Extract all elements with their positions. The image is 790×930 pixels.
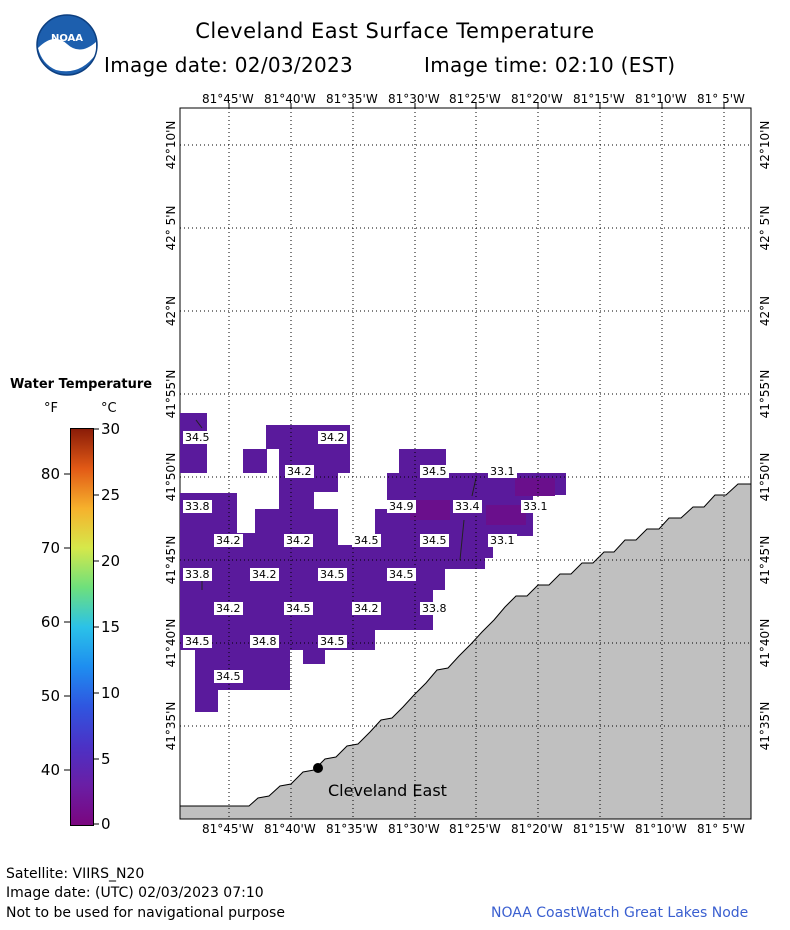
lat-lon-grid	[180, 108, 751, 819]
temp-label: 33.8	[420, 602, 449, 615]
temp-label: 34.5	[420, 534, 449, 547]
legend-c-20: 20	[101, 552, 121, 570]
lat-label-right: 41°45'N	[758, 535, 772, 585]
temp-label: 34.2	[285, 465, 314, 478]
credit-link[interactable]: NOAA CoastWatch Great Lakes Node	[491, 905, 749, 921]
lat-label-right: 41°55'N	[758, 369, 772, 419]
logo-text: NOAA	[51, 33, 83, 44]
legend-c-5: 5	[101, 750, 111, 768]
lat-label-right: 41°40'N	[758, 618, 772, 668]
lat-label-right: 41°50'N	[758, 452, 772, 502]
lon-label-bottom: 81°30'W	[388, 822, 440, 836]
temp-label: 34.5	[420, 465, 449, 478]
lat-label-left: 41°35'N	[164, 701, 178, 751]
lat-label-left: 42°10'N	[164, 120, 178, 170]
lon-label-bottom: 81° 5'W	[697, 822, 745, 836]
legend-f-70: 70	[40, 539, 60, 557]
temp-label: 34.2	[214, 534, 243, 547]
temp-label: 33.4	[453, 500, 482, 513]
lat-label-left: 42° 5'N	[164, 205, 178, 251]
lat-label-left: 41°45'N	[164, 535, 178, 585]
lat-label-right: 42°N	[758, 295, 772, 327]
temp-label: 34.8	[250, 635, 279, 648]
legend-c-25: 25	[101, 486, 121, 504]
temp-label: 33.8	[183, 500, 212, 513]
temp-label: 34.5	[318, 568, 347, 581]
temp-label: 34.5	[352, 534, 381, 547]
legend-title: Water Temperature	[10, 377, 153, 392]
lon-label-top: 81°40'W	[264, 92, 316, 106]
lon-label-top: 81°10'W	[635, 92, 687, 106]
lon-label-bottom: 81°40'W	[264, 822, 316, 836]
temp-label: 33.1	[521, 500, 550, 513]
temp-label: 34.5	[387, 568, 416, 581]
lat-label-right: 41°35'N	[758, 701, 772, 751]
land-area	[179, 483, 752, 820]
temp-label: 34.2	[250, 568, 279, 581]
legend-f-60: 60	[40, 613, 60, 631]
lon-label-bottom: 81°35'W	[326, 822, 378, 836]
utc-date: Image date: (UTC) 02/03/2023 07:10	[6, 885, 264, 901]
temp-label: 34.2	[318, 431, 347, 444]
frame-ticks	[228, 103, 725, 108]
station-label: Cleveland East	[328, 781, 447, 800]
lon-label-bottom: 81°45'W	[202, 822, 254, 836]
legend-f-80: 80	[40, 465, 60, 483]
lon-label-top: 81° 5'W	[697, 92, 745, 106]
legend-ticks	[64, 428, 99, 825]
legend-unit-c: °C	[101, 401, 117, 416]
disclaimer: Not to be used for navigational purpose	[6, 905, 285, 921]
temp-label: 34.2	[352, 602, 381, 615]
temp-label: 34.2	[214, 602, 243, 615]
station-marker	[313, 763, 323, 773]
temp-label: 34.2	[284, 534, 313, 547]
image-date: Image date: 02/03/2023	[104, 53, 354, 77]
legend-c-15: 15	[101, 618, 121, 636]
lon-label-top: 81°20'W	[511, 92, 563, 106]
contour-lines	[195, 419, 477, 590]
lon-label-bottom: 81°10'W	[635, 822, 687, 836]
lon-label-bottom: 81°15'W	[573, 822, 625, 836]
legend-unit-f: °F	[44, 401, 58, 416]
lat-label-left: 42°N	[164, 295, 178, 327]
lat-label-left: 41°40'N	[164, 618, 178, 668]
color-scale-bar	[70, 428, 94, 826]
lat-label-left: 41°55'N	[164, 369, 178, 419]
temp-label: 34.5	[318, 635, 347, 648]
lat-label-right: 42°10'N	[758, 120, 772, 170]
temp-label: 33.1	[488, 465, 517, 478]
legend-f-40: 40	[40, 761, 60, 779]
lat-label-right: 42° 5'N	[758, 205, 772, 251]
lon-label-bottom: 81°20'W	[511, 822, 563, 836]
map-title: Cleveland East Surface Temperature	[195, 19, 595, 43]
lat-label-left: 41°50'N	[164, 452, 178, 502]
lon-label-top: 81°35'W	[326, 92, 378, 106]
noaa-logo: NOAA	[36, 14, 98, 76]
temp-label: 33.8	[183, 568, 212, 581]
lon-label-bottom: 81°25'W	[449, 822, 501, 836]
temp-label: 33.1	[488, 534, 517, 547]
lon-label-top: 81°15'W	[573, 92, 625, 106]
legend-c-30: 30	[101, 420, 121, 438]
image-time: Image time: 02:10 (EST)	[424, 53, 676, 77]
legend-c-10: 10	[101, 684, 121, 702]
temp-label: 34.5	[183, 431, 212, 444]
temp-label: 34.5	[284, 602, 313, 615]
legend-f-50: 50	[40, 687, 60, 705]
temp-label: 34.9	[387, 500, 416, 513]
temp-label: 34.5	[214, 670, 243, 683]
legend-c-0: 0	[101, 815, 111, 833]
lon-label-top: 81°25'W	[449, 92, 501, 106]
satellite-info: Satellite: VIIRS_N20	[6, 866, 145, 882]
temp-label: 34.5	[183, 635, 212, 648]
lon-label-top: 81°30'W	[388, 92, 440, 106]
lon-label-top: 81°45'W	[202, 92, 254, 106]
